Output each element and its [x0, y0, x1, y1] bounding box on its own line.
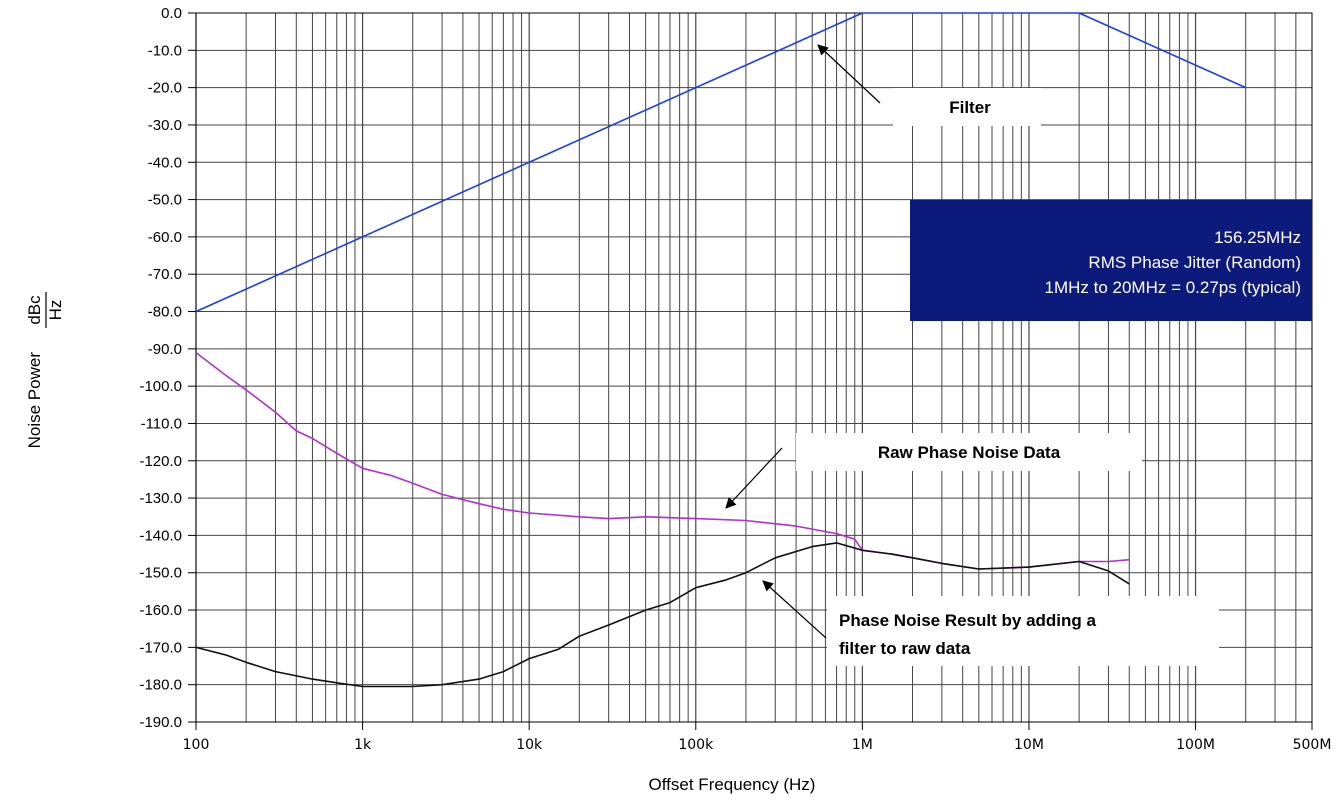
result-annotation-line-2: filter to raw data: [839, 639, 971, 658]
y-axis-title: Noise Power dBc Hz: [25, 292, 65, 448]
x-tick-label: 100M: [1176, 737, 1215, 753]
y-tick-label: -10.0: [148, 42, 182, 59]
jitter-info-line-2: RMS Phase Jitter (Random): [1088, 253, 1301, 272]
y-tick-label: -190.0: [139, 714, 182, 731]
y-tick-label: -30.0: [148, 117, 182, 134]
jitter-info-line-1: 156.25MHz: [1214, 228, 1301, 247]
x-tick-label: 10k: [516, 737, 543, 753]
filter-annotation-label: Filter: [949, 98, 991, 117]
y-tick-label: -90.0: [148, 341, 182, 358]
x-tick-label: 10M: [1014, 737, 1044, 753]
y-tick-label: -130.0: [139, 490, 182, 507]
y-tick-label: -50.0: [148, 192, 182, 209]
y-tick-label: -150.0: [139, 565, 182, 582]
annotations: Filter Raw Phase Noise Data Phase Noise …: [725, 44, 1219, 666]
jitter-info-box: 156.25MHz RMS Phase Jitter (Random) 1MHz…: [910, 200, 1312, 321]
y-tick-label: -40.0: [148, 154, 182, 171]
jitter-info-line-3: 1MHz to 20MHz = 0.27ps (typical): [1044, 278, 1301, 297]
x-axis-ticks: 100 1k 10k 100k 1M 10M 100M 500M: [183, 722, 1332, 753]
x-tick-label: 1M: [852, 737, 873, 753]
y-axis-title-text: Noise Power: [25, 352, 44, 449]
y-tick-label: -20.0: [148, 80, 182, 97]
x-tick-label: 100k: [678, 737, 714, 753]
y-tick-label: -180.0: [139, 677, 182, 694]
y-tick-label: -70.0: [148, 266, 182, 283]
y-tick-label: -60.0: [148, 229, 182, 246]
y-axis-unit-denominator: Hz: [46, 300, 65, 321]
grid: [195, 12, 1313, 723]
raw-annotation-arrow: [725, 447, 783, 509]
result-annotation-line-1: Phase Noise Result by adding a: [839, 611, 1097, 630]
raw-annotation-box: [796, 433, 1142, 471]
y-axis-unit-numerator: dBc: [25, 295, 44, 325]
y-tick-label: 0.0: [161, 5, 182, 22]
y-tick-label: -170.0: [139, 639, 182, 656]
raw-annotation-label: Raw Phase Noise Data: [878, 443, 1061, 462]
series-line-filter: [195, 12, 1247, 313]
y-tick-label: -160.0: [139, 602, 182, 619]
x-tick-label: 500M: [1293, 737, 1332, 753]
filter-annotation-box: [893, 88, 1041, 126]
x-tick-label: 100: [183, 737, 210, 753]
filter-annotation-arrow: [817, 44, 881, 104]
series-line-filtered: [195, 542, 1130, 688]
x-tick-label: 1k: [354, 737, 372, 753]
result-annotation-box: [827, 596, 1219, 666]
series-group: [195, 12, 1247, 688]
x-axis-title: Offset Frequency (Hz): [649, 775, 816, 794]
jitter-info-box-bg: [910, 200, 1312, 321]
result-annotation-arrow: [762, 580, 827, 639]
plot-frame: [195, 12, 1313, 723]
y-tick-label: -140.0: [139, 527, 182, 544]
y-tick-label: -120.0: [139, 453, 182, 470]
y-tick-label: -80.0: [148, 304, 182, 321]
y-axis-ticks: 0.0 -10.0 -20.0 -30.0 -40.0 -50.0 -60.0 -70.0 -8…: [139, 5, 196, 731]
y-tick-label: -100.0: [139, 378, 182, 395]
y-tick-label: -110.0: [141, 415, 182, 432]
